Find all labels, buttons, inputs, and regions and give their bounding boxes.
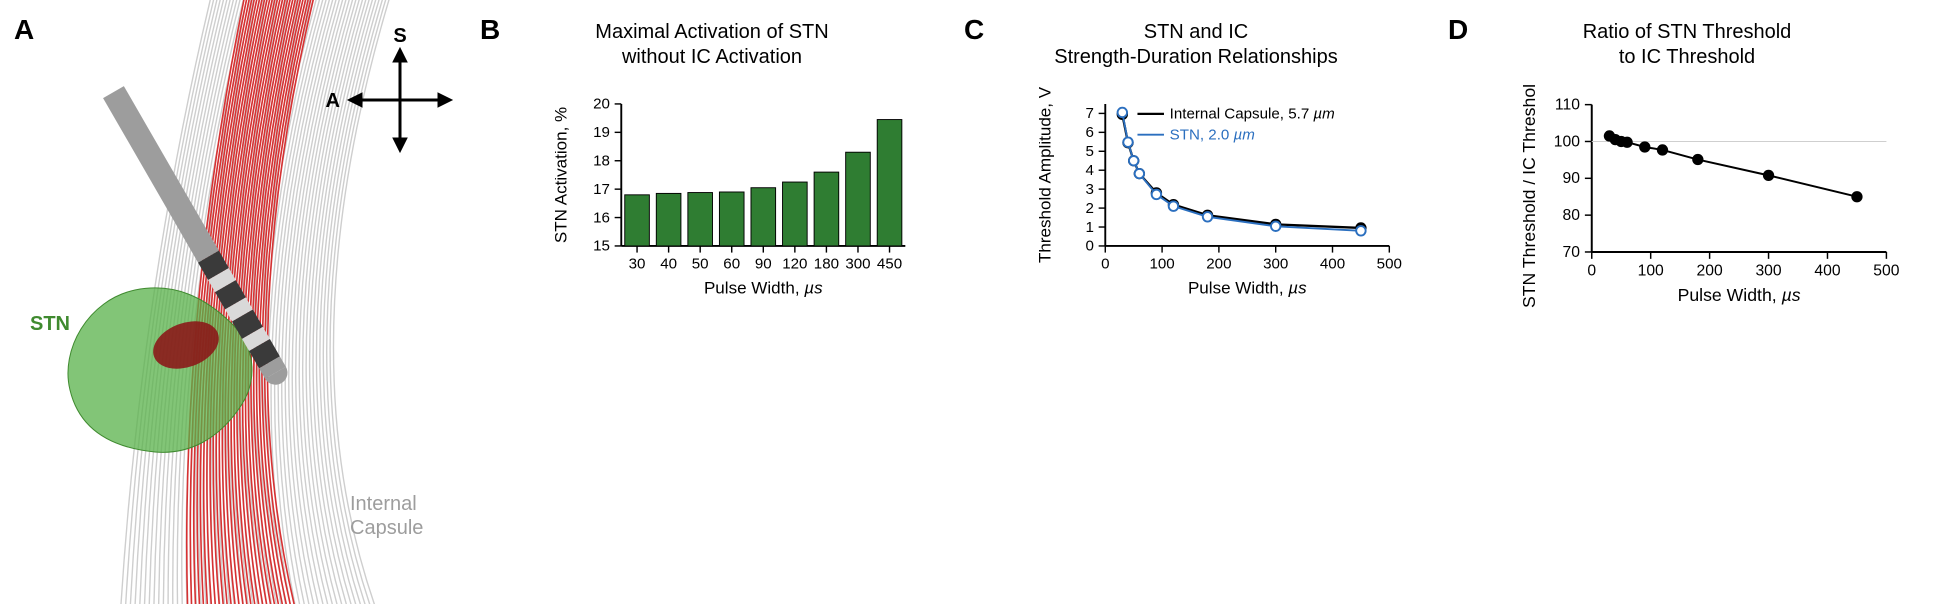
bar-chart-b: 15 16 17 18 19 20 STN Activation, % Pulse Width… — [555, 85, 929, 312]
svg-text:300: 300 — [1755, 263, 1781, 280]
series-marker — [1129, 156, 1138, 165]
svg-text:90: 90 — [1562, 170, 1580, 187]
svg-text:200: 200 — [1206, 256, 1231, 273]
series-marker — [1118, 108, 1127, 117]
panel-d-title-line2: to IC Threshold — [1619, 46, 1755, 68]
svg-text:100: 100 — [1149, 256, 1174, 273]
legend-entry: STN, 2.0 µm — [1170, 126, 1255, 143]
ic-label-line1: Internal — [350, 493, 417, 515]
panel-b-title-line2: without IC Activation — [622, 46, 802, 68]
panel-c-title-line2: Strength-Duration Relationships — [1054, 46, 1338, 68]
svg-text:15: 15 — [593, 238, 610, 255]
series-marker — [1152, 190, 1161, 199]
svg-text:3: 3 — [1085, 181, 1093, 198]
svg-text:70: 70 — [1562, 244, 1580, 261]
series-marker — [1169, 201, 1178, 210]
line-chart-d: 70 80 90 100 110 STN Threshold / IC Threshold… — [1523, 85, 1911, 321]
svg-text:19: 19 — [593, 124, 610, 141]
svg-text:90: 90 — [755, 256, 772, 273]
compass-s-label: S — [393, 25, 406, 47]
svg-text:0: 0 — [1101, 256, 1109, 273]
svg-text:300: 300 — [1263, 256, 1288, 273]
svg-text:2: 2 — [1085, 200, 1093, 217]
bar — [625, 195, 650, 246]
svg-text:180: 180 — [814, 256, 839, 273]
svg-text:500: 500 — [1873, 263, 1899, 280]
line-chart-c: 0 1 2 3 4 5 6 7 Threshold Amplitude, V Pulse Widt… — [1039, 85, 1413, 312]
series-marker — [1764, 170, 1774, 180]
svg-text:Pulse Width, µs: Pulse Width, µs — [1678, 285, 1801, 305]
bar — [719, 192, 744, 246]
bar — [814, 172, 839, 246]
series-marker — [1123, 137, 1132, 146]
ic-label-line2: Capsule — [350, 517, 423, 539]
svg-text:5: 5 — [1085, 143, 1093, 160]
panel-b-title-line1: Maximal Activation of STN — [595, 21, 828, 43]
series-marker — [1135, 169, 1144, 178]
svg-text:6: 6 — [1085, 124, 1093, 141]
svg-text:20: 20 — [593, 96, 610, 113]
legend-entry: Internal Capsule, 5.7 µm — [1170, 106, 1335, 123]
bar — [877, 120, 902, 246]
panel-c-title: STN and IC Strength-Duration Relationshi… — [954, 20, 1438, 70]
svg-text:Pulse Width, µs: Pulse Width, µs — [1188, 278, 1307, 297]
panel-c-title-line1: STN and IC — [1144, 21, 1248, 43]
bar — [783, 182, 808, 246]
svg-text:110: 110 — [1555, 97, 1580, 114]
svg-text:450: 450 — [877, 256, 902, 273]
svg-text:300: 300 — [845, 256, 870, 273]
svg-text:STN Threshold / IC Threshold,: STN Threshold / IC Threshold, % — [1523, 85, 1539, 308]
bar — [688, 193, 713, 246]
svg-text:500: 500 — [1377, 256, 1402, 273]
series-marker — [1658, 145, 1668, 155]
panel-a: A — [0, 0, 470, 604]
svg-text:50: 50 — [692, 256, 709, 273]
series-marker — [1203, 212, 1212, 221]
svg-text:STN Activation, %: STN Activation, % — [555, 107, 570, 243]
svg-text:17: 17 — [593, 181, 610, 198]
svg-text:30: 30 — [629, 256, 646, 273]
compass-a-label: A — [326, 90, 340, 112]
svg-text:Threshold Amplitude, V: Threshold Amplitude, V — [1039, 86, 1054, 263]
panel-d-title-line1: Ratio of STN Threshold — [1583, 21, 1792, 43]
panel-b: B Maximal Activation of STN without IC A… — [470, 0, 954, 604]
svg-text:400: 400 — [1320, 256, 1345, 273]
bar — [751, 188, 776, 246]
svg-text:120: 120 — [782, 256, 807, 273]
series-marker — [1622, 137, 1632, 147]
svg-text:0: 0 — [1085, 238, 1093, 255]
svg-text:400: 400 — [1814, 263, 1840, 280]
svg-text:200: 200 — [1697, 263, 1723, 280]
compass-icon: S A — [326, 25, 452, 152]
svg-text:80: 80 — [1562, 207, 1580, 224]
svg-text:4: 4 — [1085, 162, 1093, 179]
series-marker — [1356, 226, 1365, 235]
series-marker — [1640, 142, 1650, 152]
series-marker — [1693, 155, 1703, 165]
series-marker — [1271, 222, 1280, 231]
svg-text:7: 7 — [1085, 105, 1093, 122]
series-marker — [1852, 192, 1862, 202]
svg-text:Pulse Width, µs: Pulse Width, µs — [704, 278, 823, 297]
svg-text:60: 60 — [723, 256, 740, 273]
panel-a-illustration: S A STN Internal Capsule — [0, 0, 470, 604]
svg-text:40: 40 — [660, 256, 677, 273]
svg-text:0: 0 — [1587, 263, 1596, 280]
figure-root: A — [0, 0, 1936, 604]
bar — [846, 152, 871, 246]
panel-d-title: Ratio of STN Threshold to IC Threshold — [1438, 20, 1936, 70]
panel-c: C STN and IC Strength-Duration Relations… — [954, 0, 1438, 604]
bar — [656, 193, 681, 246]
svg-text:100: 100 — [1554, 133, 1580, 150]
stn-label: STN — [30, 313, 70, 335]
svg-text:100: 100 — [1638, 263, 1664, 280]
svg-text:1: 1 — [1085, 219, 1093, 236]
svg-text:18: 18 — [593, 152, 610, 169]
svg-text:16: 16 — [593, 209, 610, 226]
panel-d: D Ratio of STN Threshold to IC Threshold… — [1438, 0, 1936, 604]
panel-b-title: Maximal Activation of STN without IC Act… — [470, 20, 954, 70]
